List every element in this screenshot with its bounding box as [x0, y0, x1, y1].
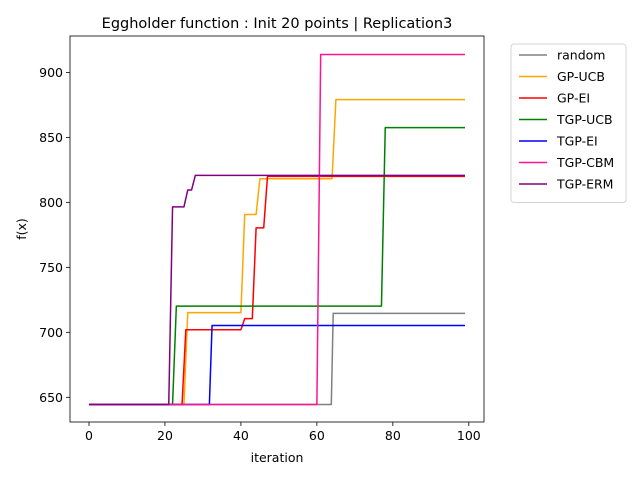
legend-label-gp-ei: GP-EI: [557, 91, 590, 106]
chart-title: Eggholder function : Init 20 points | Re…: [102, 16, 453, 32]
series-line-tgp-ei: [88, 324, 466, 406]
legend-label-gp-ucb: GP-UCB: [557, 69, 605, 84]
legend-label-tgp-cbm: TGP-CBM: [556, 155, 614, 170]
y-tick-label: 850: [39, 130, 63, 145]
x-axis-label: iteration: [251, 450, 304, 465]
y-tick-label: 650: [39, 390, 63, 405]
y-tick-label: 700: [39, 325, 63, 340]
y-tick-label: 800: [39, 195, 63, 210]
series-line-tgp-ucb: [88, 126, 466, 406]
x-tick-label: 0: [85, 428, 93, 443]
x-tick-label: 20: [157, 428, 173, 443]
x-tick-label: 100: [457, 428, 481, 443]
legend-label-tgp-ucb: TGP-UCB: [556, 112, 613, 127]
legend-label-tgp-ei: TGP-EI: [556, 134, 598, 149]
x-tick-label: 80: [385, 428, 401, 443]
legend-label-tgp-erm: TGP-ERM: [556, 177, 613, 192]
y-axis-label: f(x): [14, 218, 29, 240]
y-tick-label: 750: [39, 260, 63, 275]
series-line-tgp-cbm: [88, 53, 466, 406]
legend-label-random: random: [557, 48, 605, 63]
y-tick-label: 900: [39, 65, 63, 80]
x-tick-label: 60: [309, 428, 325, 443]
series-lines: [88, 53, 466, 406]
series-line-random: [88, 312, 466, 406]
legend: random GP-UCB GP-EI TGP-UCB TGP-EI TGP-CBM TGP…: [510, 43, 627, 203]
series-line-tgp-erm: [88, 174, 466, 406]
x-tick-label: 40: [233, 428, 249, 443]
series-line-gp-ei: [88, 175, 466, 406]
plot-area: 0 20 40 60 80 100 650 700 750 800 850 900: [39, 35, 485, 443]
series-line-gp-ucb: [88, 98, 466, 406]
plot-frame: [69, 35, 485, 423]
